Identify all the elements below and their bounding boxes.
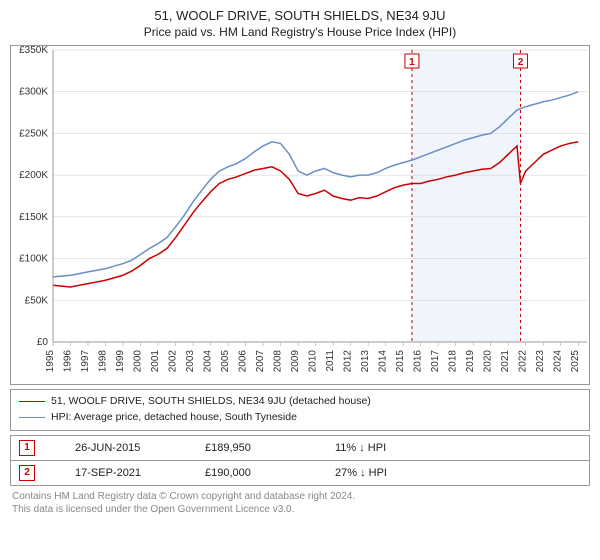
svg-text:1998: 1998 [98, 350, 109, 373]
chart-container: 51, WOOLF DRIVE, SOUTH SHIELDS, NE34 9JU… [0, 0, 600, 522]
svg-text:2023: 2023 [535, 350, 546, 373]
svg-text:2018: 2018 [448, 350, 459, 373]
svg-text:2: 2 [518, 57, 524, 68]
svg-text:2000: 2000 [133, 350, 144, 373]
svg-text:2009: 2009 [290, 350, 301, 373]
legend-label: 51, WOOLF DRIVE, SOUTH SHIELDS, NE34 9JU… [51, 394, 371, 410]
svg-text:2014: 2014 [378, 350, 389, 373]
svg-text:2001: 2001 [150, 350, 161, 373]
svg-text:£350K: £350K [19, 46, 48, 56]
legend: 51, WOOLF DRIVE, SOUTH SHIELDS, NE34 9JU… [10, 389, 590, 431]
annotation-row: 1 26-JUN-2015 £189,950 11% ↓ HPI [10, 435, 590, 461]
annotation-delta: 27% ↓ HPI [335, 467, 425, 479]
svg-text:2004: 2004 [203, 350, 214, 373]
svg-text:1: 1 [409, 57, 415, 68]
legend-swatch [19, 417, 45, 418]
svg-text:2021: 2021 [500, 350, 511, 373]
svg-text:£0: £0 [37, 337, 49, 348]
svg-text:2025: 2025 [570, 350, 581, 373]
chart-plot-area: £0 £50K £100K £150K £200K £250K £300K £350K 1995… [10, 45, 590, 385]
svg-text:£200K: £200K [19, 170, 48, 181]
svg-text:2024: 2024 [553, 350, 564, 373]
annotation-date: 17-SEP-2021 [75, 467, 165, 479]
annotation-price: £189,950 [205, 442, 295, 454]
svg-text:2003: 2003 [185, 350, 196, 373]
annotation-price: £190,000 [205, 467, 295, 479]
footer-line: Contains HM Land Registry data © Crown c… [12, 490, 590, 503]
chart-title: 51, WOOLF DRIVE, SOUTH SHIELDS, NE34 9JU [10, 8, 590, 23]
svg-text:2022: 2022 [518, 350, 529, 373]
annotation-delta: 11% ↓ HPI [335, 442, 425, 454]
svg-text:2015: 2015 [395, 350, 406, 373]
svg-text:2011: 2011 [325, 350, 336, 372]
svg-text:2002: 2002 [168, 350, 179, 373]
legend-item: HPI: Average price, detached house, Sout… [19, 410, 581, 426]
svg-text:£100K: £100K [19, 254, 48, 265]
annotation-badge: 2 [19, 465, 35, 481]
svg-text:2017: 2017 [430, 350, 441, 373]
svg-text:2016: 2016 [413, 350, 424, 373]
legend-item: 51, WOOLF DRIVE, SOUTH SHIELDS, NE34 9JU… [19, 394, 581, 410]
svg-text:1995: 1995 [45, 350, 56, 373]
svg-text:2013: 2013 [360, 350, 371, 373]
svg-text:2008: 2008 [273, 350, 284, 373]
svg-text:2020: 2020 [483, 350, 494, 373]
svg-text:£150K: £150K [19, 212, 48, 223]
footer-line: This data is licensed under the Open Gov… [12, 503, 590, 516]
chart-subtitle: Price paid vs. HM Land Registry's House … [10, 25, 590, 39]
annotation-date: 26-JUN-2015 [75, 442, 165, 454]
svg-text:2012: 2012 [343, 350, 354, 373]
svg-text:2010: 2010 [308, 350, 319, 373]
svg-text:2006: 2006 [238, 350, 249, 373]
svg-text:£50K: £50K [25, 295, 49, 306]
svg-text:1999: 1999 [115, 350, 126, 373]
svg-text:1997: 1997 [80, 350, 91, 373]
legend-swatch [19, 401, 45, 402]
annotation-badge: 1 [19, 440, 35, 456]
svg-text:1996: 1996 [63, 350, 74, 373]
legend-label: HPI: Average price, detached house, Sout… [51, 410, 297, 426]
svg-text:2005: 2005 [220, 350, 231, 373]
svg-text:£250K: £250K [19, 128, 48, 139]
svg-text:2007: 2007 [255, 350, 266, 373]
svg-text:2019: 2019 [465, 350, 476, 373]
annotation-row: 2 17-SEP-2021 £190,000 27% ↓ HPI [10, 461, 590, 486]
annotations-table: 1 26-JUN-2015 £189,950 11% ↓ HPI 2 17-SE… [10, 435, 590, 486]
svg-text:£300K: £300K [19, 87, 48, 98]
footer: Contains HM Land Registry data © Crown c… [10, 490, 590, 516]
